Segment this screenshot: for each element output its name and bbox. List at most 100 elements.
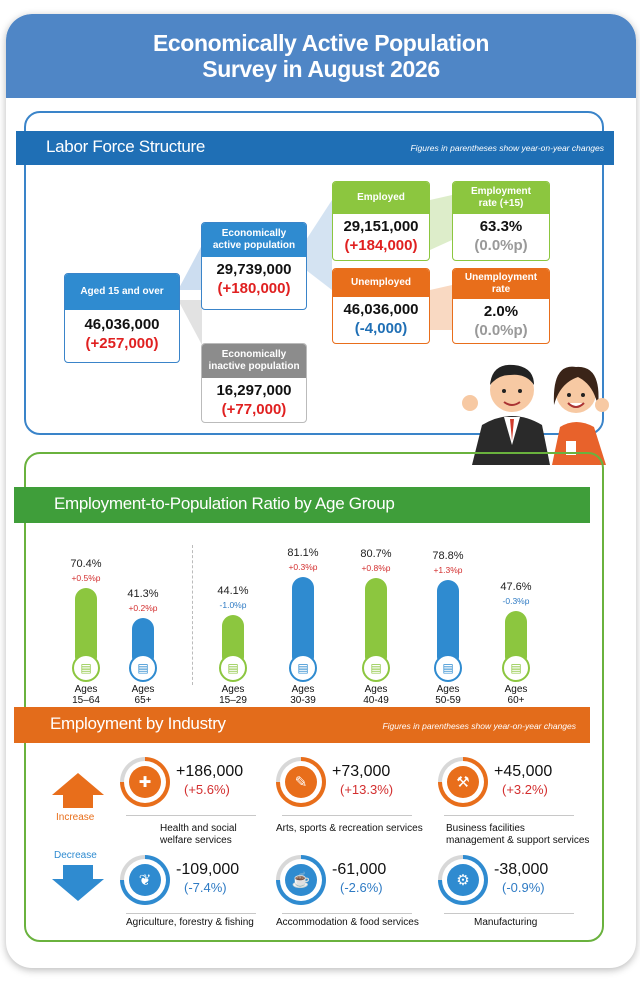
industry-change-percent: (+5.6%) [184,782,230,797]
industry-change-percent: (+13.3%) [340,782,394,797]
ratio-title: Employment-to-Population Ratio by Age Gr… [54,494,395,513]
employed-label: Employed [333,182,429,214]
employed-value: 29,151,000 [343,218,419,235]
aged15-box: Aged 15 and over 46,036,000 (+257,000) [64,273,180,363]
unemployment-rate-change: (0.0%p) [474,322,528,339]
industry-label: Manufacturing [474,917,537,929]
mascot-illustration [462,364,609,465]
document-icon: ▤ [219,654,247,682]
industry-label-line1: Business facilities [446,823,525,834]
document-icon: ▤ [362,654,390,682]
employment-rate-change: (0.0%p) [474,237,528,254]
industry-icon-ring: ⚙ [438,855,488,905]
first-aid-kit-icon: ✚ [129,766,161,798]
document-icon: ▤ [502,654,530,682]
inactive-label: Economically inactive population [202,344,306,378]
ratio-value-label: 44.1% [217,585,249,598]
industry-change-value: +45,000 [494,763,553,780]
active-change: (+180,000) [217,280,291,297]
labor-force-title: Labor Force Structure [46,137,206,156]
industry-divider [282,815,412,816]
ratio-bar [292,577,314,668]
ratio-age-line1: Ages [221,684,245,695]
ratio-bar [365,577,387,668]
industry-change-value: -61,000 [332,861,387,878]
ratio-change-label: +1.3%p [433,564,463,575]
ratio-value-label: 80.7% [360,547,392,560]
industry-label-line2: management & support services [446,835,590,846]
palette-icon: ✎ [285,766,317,798]
industry-label-line1: Health and social [160,823,237,834]
title-line-2: Survey in August 2026 [202,56,440,82]
industry-change-value: -38,000 [494,861,549,878]
ratio-divider [192,545,193,685]
ratio-value-label: 41.3% [127,587,159,600]
industry-title: Employment by Industry [50,714,226,733]
ratio-age-line2: 50-59 [435,695,461,706]
industry-label-line2: welfare services [160,835,232,846]
ratio-header: Employment-to-Population Ratio by Age Gr… [14,487,590,523]
unemployed-box: Unemployed 46,036,000 (-4,000) [332,268,430,344]
increase-label: Increase [56,812,95,823]
ratio-age-line2: 65+ [134,695,152,706]
document-icon: ▤ [289,654,317,682]
ratio-industry-section [24,452,604,942]
industry-change-percent: (-7.4%) [184,880,227,895]
aged15-value: 46,036,000 [84,316,160,333]
ratio-change-label: -0.3%p [502,596,530,607]
ratio-age-label: Ages 60+ [486,684,546,706]
ratio-age-label: Ages 65+ [113,684,173,706]
industry-label-line1: Agriculture, forestry & fishing [126,917,254,928]
industry-change-percent: (-0.9%) [502,880,545,895]
ratio-bar [505,611,527,668]
industry-icon-ring: ❦ [120,855,170,905]
employment-rate-label: Employment rate (+15) [453,182,549,214]
ratio-bar [75,588,97,668]
labor-force-note: Figures in parentheses show year-on-year… [410,143,604,153]
industry-icon-ring: ⚒ [438,757,488,807]
ratio-value-label: 78.8% [432,549,464,562]
active-box: Economically active population 29,739,00… [201,222,307,310]
ratio-age-line2: 40-49 [363,695,389,706]
industry-divider [126,815,256,816]
labor-force-section: Labor Force Structure Figures in parenth… [16,111,614,435]
ratio-change-label: +0.2%p [128,602,158,613]
industry-change-value: +186,000 [176,763,244,780]
ratio-age-label: Ages 40-49 [346,684,406,706]
employed-change: (+184,000) [344,237,418,254]
industry-icon-ring: ✚ [120,757,170,807]
document-icon: ▤ [129,654,157,682]
ratio-change-label: +0.3%p [288,562,318,573]
industry-label: Business facilities management & support … [446,823,589,847]
ratio-value-label: 70.4% [70,558,102,571]
ratio-age-line2: 15–29 [219,695,247,706]
unemployed-label: Unemployed [333,269,429,297]
ratio-age-line1: Ages [74,684,98,695]
ratio-change-label: +0.5%p [71,573,101,584]
industry-label: Accommodation & food services [276,917,419,929]
ratio-age-label: Ages 50-59 [418,684,478,706]
industry-label: Arts, sports & recreation services [276,823,423,835]
industry-change-value: -109,000 [176,861,240,878]
industry-note: Figures in parentheses show year-on-year… [382,721,576,731]
ratio-value-label: 47.6% [500,581,532,594]
ratio-age-label: Ages 15–29 [203,684,263,706]
ratio-age-line2: 30-39 [290,695,316,706]
industry-label: Agriculture, forestry & fishing [126,917,254,929]
ratio-age-line1: Ages [364,684,388,695]
decrease-label: Decrease [54,850,97,861]
industry-label-line1: Accommodation & food services [276,917,419,928]
decrease-arrow-icon [52,879,104,901]
industry-label-line1: Arts, sports & recreation services [276,823,423,834]
title-line-1: Economically Active Population [152,30,490,56]
team-tools-icon: ⚒ [447,766,479,798]
unemployment-rate-value: 2.0% [483,303,519,320]
ratio-change-label: +0.8%p [361,562,391,573]
unemployed-change: (-4,000) [354,320,408,337]
ratio-age-line1: Ages [436,684,460,695]
industry-label: Health and social welfare services [160,823,237,847]
increase-arrow-icon [52,773,104,795]
ratio-age-line1: Ages [291,684,315,695]
decrease-arrow-stem [63,865,93,879]
